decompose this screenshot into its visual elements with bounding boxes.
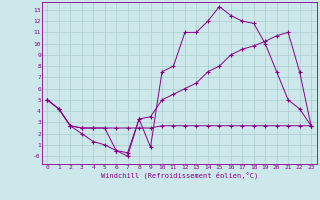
X-axis label: Windchill (Refroidissement éolien,°C): Windchill (Refroidissement éolien,°C) [100,171,258,179]
